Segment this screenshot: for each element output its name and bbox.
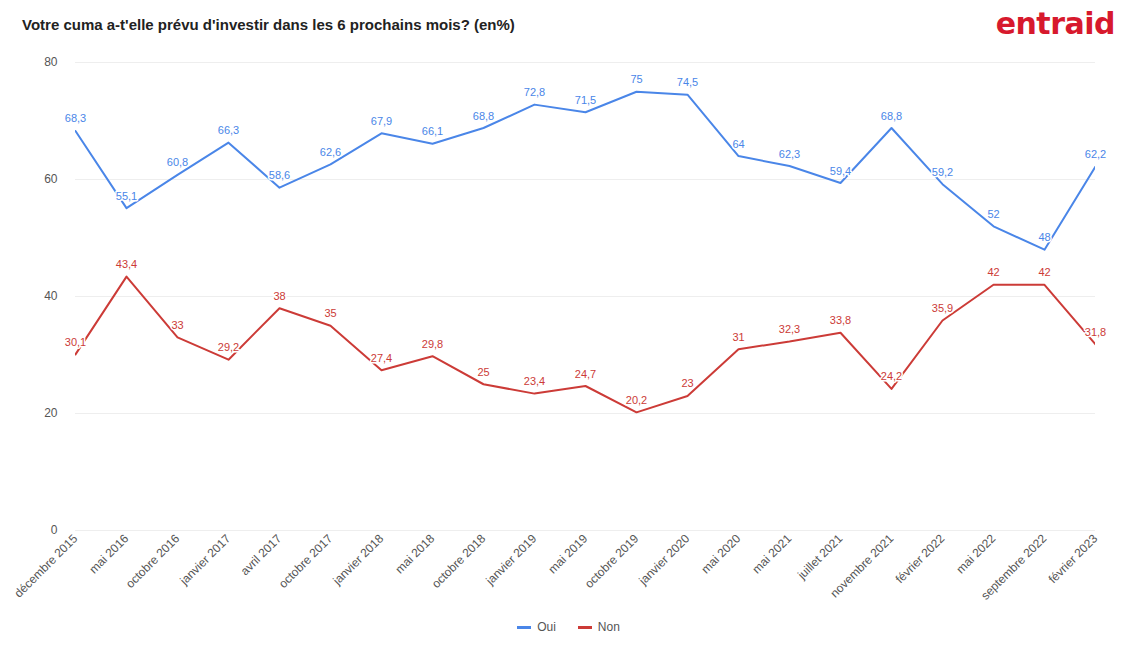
svg-text:octobre 2017: octobre 2017 bbox=[276, 531, 336, 591]
svg-text:23,4: 23,4 bbox=[524, 375, 545, 387]
svg-text:42: 42 bbox=[987, 266, 999, 278]
svg-text:29,8: 29,8 bbox=[422, 338, 443, 350]
svg-text:62,6: 62,6 bbox=[320, 146, 341, 158]
svg-text:66,3: 66,3 bbox=[218, 124, 239, 136]
svg-text:janvier 2020: janvier 2020 bbox=[635, 531, 692, 588]
html-text:entraid: entraid bbox=[995, 6, 1115, 41]
svg-text:68,8: 68,8 bbox=[881, 110, 902, 122]
svg-text:décembre 2015: décembre 2015 bbox=[11, 531, 80, 600]
svg-text:octobre 2018: octobre 2018 bbox=[429, 531, 489, 591]
svg-text:mai 2020: mai 2020 bbox=[699, 531, 744, 576]
svg-text:mai 2016: mai 2016 bbox=[87, 531, 132, 576]
svg-text:80: 80 bbox=[44, 55, 58, 69]
svg-text:janvier 2019: janvier 2019 bbox=[482, 531, 539, 588]
svg-text:novembre 2021: novembre 2021 bbox=[827, 531, 896, 600]
svg-text:mai 2021: mai 2021 bbox=[750, 531, 795, 576]
svg-text:24,7: 24,7 bbox=[575, 368, 596, 380]
svg-text:71,5: 71,5 bbox=[575, 94, 596, 106]
svg-text:35,9: 35,9 bbox=[932, 302, 953, 314]
svg-text:janvier 2018: janvier 2018 bbox=[329, 531, 386, 588]
svg-text:0: 0 bbox=[51, 523, 58, 537]
svg-text:31,8: 31,8 bbox=[1085, 326, 1106, 338]
svg-text:62,2: 62,2 bbox=[1085, 148, 1106, 160]
svg-text:59,4: 59,4 bbox=[830, 165, 851, 177]
svg-text:27,4: 27,4 bbox=[371, 352, 392, 364]
svg-text:32,3: 32,3 bbox=[779, 323, 800, 335]
svg-text:55,1: 55,1 bbox=[116, 190, 137, 202]
svg-text:février 2023: février 2023 bbox=[1046, 531, 1101, 586]
svg-text:52: 52 bbox=[987, 208, 999, 220]
svg-text:68,8: 68,8 bbox=[473, 110, 494, 122]
svg-text:20,2: 20,2 bbox=[626, 394, 647, 406]
svg-text:janvier 2017: janvier 2017 bbox=[176, 531, 233, 588]
svg-text:33: 33 bbox=[171, 319, 183, 331]
svg-text:38: 38 bbox=[273, 290, 285, 302]
svg-text:avril 2017: avril 2017 bbox=[238, 531, 285, 578]
svg-text:mai 2022: mai 2022 bbox=[954, 531, 999, 576]
svg-text:25: 25 bbox=[477, 366, 489, 378]
svg-text:60,8: 60,8 bbox=[167, 156, 188, 168]
svg-text:58,6: 58,6 bbox=[269, 169, 290, 181]
html-text:Non: Non bbox=[597, 620, 620, 634]
svg-text:février 2022: février 2022 bbox=[893, 531, 948, 586]
svg-text:60: 60 bbox=[44, 172, 58, 186]
svg-text:23: 23 bbox=[681, 377, 693, 389]
svg-text:68,3: 68,3 bbox=[65, 112, 86, 124]
svg-text:64: 64 bbox=[732, 138, 744, 150]
svg-text:juillet 2021: juillet 2021 bbox=[794, 531, 845, 582]
svg-text:75: 75 bbox=[630, 73, 642, 85]
svg-text:40: 40 bbox=[44, 289, 58, 303]
html-text:Votre cuma a-t'elle prévu d'in: Votre cuma a-t'elle prévu d'investir dan… bbox=[22, 16, 515, 33]
svg-text:66,1: 66,1 bbox=[422, 125, 443, 137]
svg-text:43,4: 43,4 bbox=[116, 258, 137, 270]
svg-text:29,2: 29,2 bbox=[218, 341, 239, 353]
svg-text:mai 2019: mai 2019 bbox=[546, 531, 591, 576]
svg-text:59,2: 59,2 bbox=[932, 166, 953, 178]
svg-text:42: 42 bbox=[1038, 266, 1050, 278]
svg-text:74,5: 74,5 bbox=[677, 76, 698, 88]
svg-text:30,1: 30,1 bbox=[65, 336, 86, 348]
svg-text:72,8: 72,8 bbox=[524, 86, 545, 98]
svg-text:20: 20 bbox=[44, 406, 58, 420]
svg-text:62,3: 62,3 bbox=[779, 148, 800, 160]
svg-text:67,9: 67,9 bbox=[371, 115, 392, 127]
html-text:Oui: Oui bbox=[537, 620, 556, 634]
svg-text:mai 2018: mai 2018 bbox=[393, 531, 438, 576]
svg-text:septembre 2022: septembre 2022 bbox=[978, 531, 1049, 602]
svg-text:31: 31 bbox=[732, 331, 744, 343]
svg-text:35: 35 bbox=[324, 307, 336, 319]
svg-text:24,2: 24,2 bbox=[881, 370, 902, 382]
svg-text:octobre 2019: octobre 2019 bbox=[582, 531, 642, 591]
svg-text:33,8: 33,8 bbox=[830, 314, 851, 326]
svg-text:octobre 2016: octobre 2016 bbox=[123, 531, 183, 591]
svg-text:48: 48 bbox=[1038, 231, 1050, 243]
